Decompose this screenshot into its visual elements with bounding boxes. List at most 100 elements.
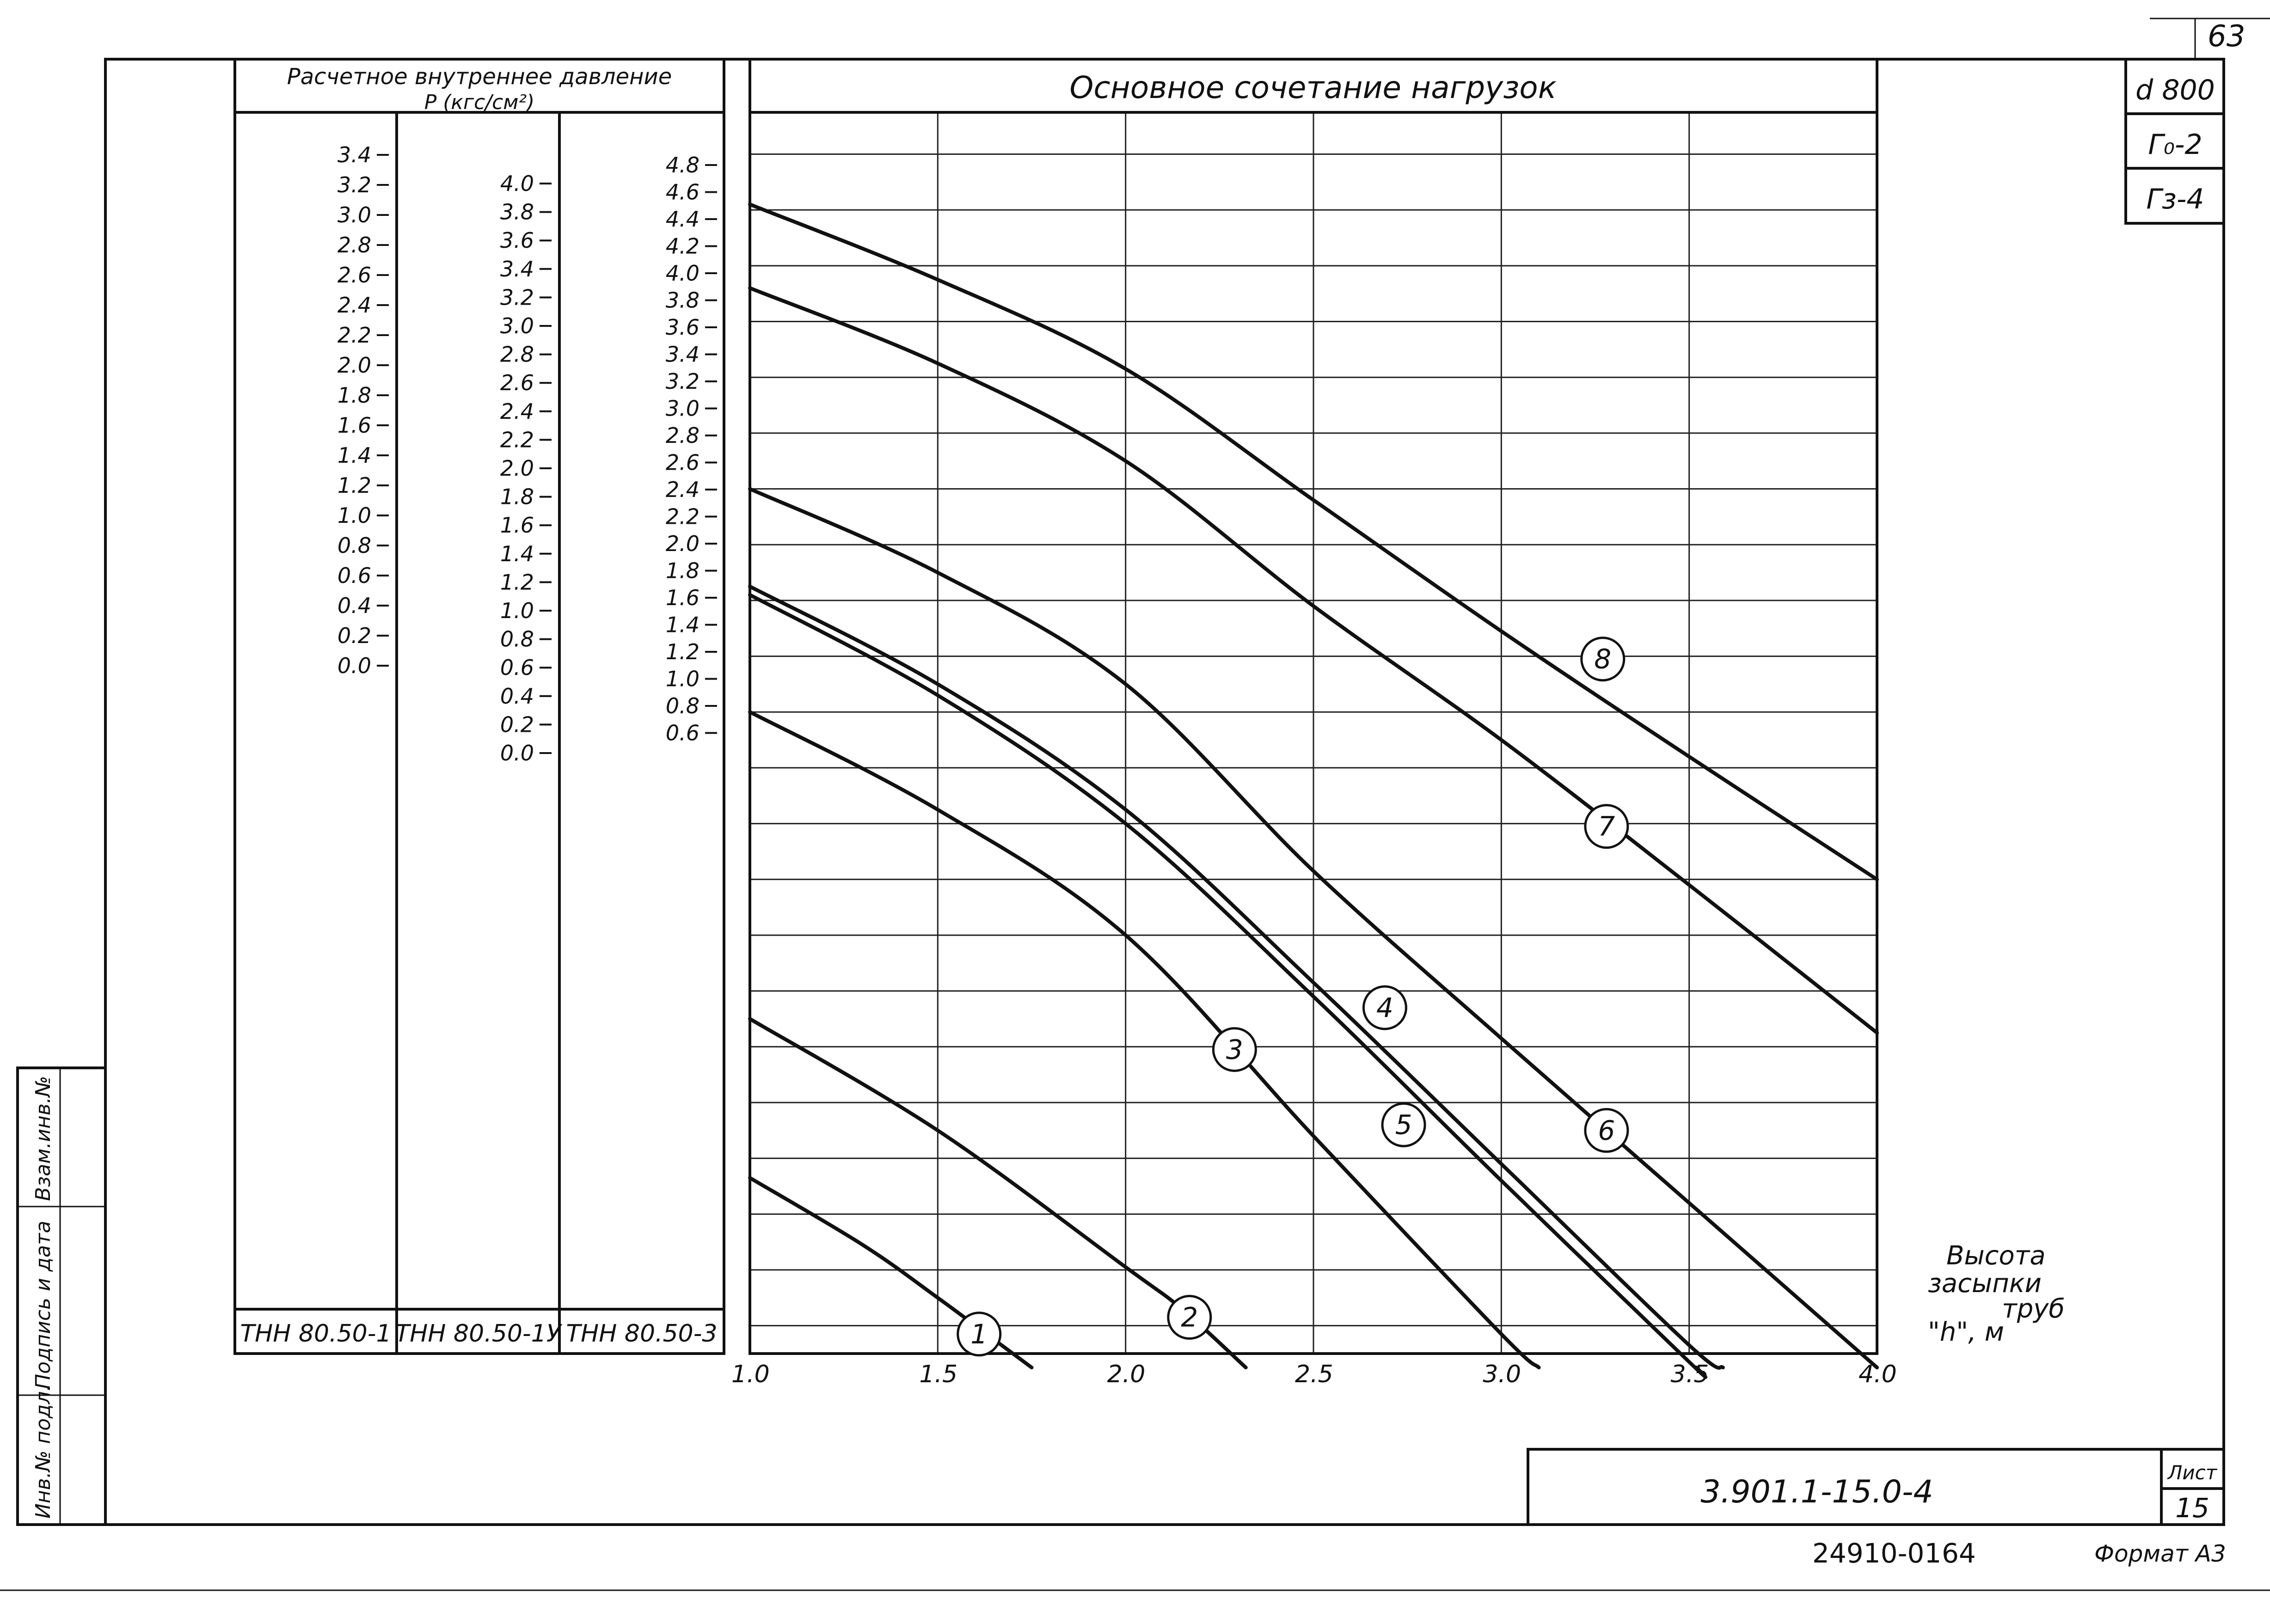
series-curve-5 (748, 593, 1707, 1379)
x-tick-label: 3.0 (1483, 1360, 1521, 1388)
pressure-tick-label: 1.4 (500, 541, 534, 566)
pressure-scale-column-3: 4.84.64.44.24.03.83.63.43.23.02.82.62.42… (666, 153, 717, 746)
pressure-tick-label: 3.2 (337, 172, 371, 197)
pressure-tick-label: 0.0 (500, 741, 534, 766)
x-tick-label: 1.5 (919, 1360, 957, 1388)
pressure-tick-label: 2.2 (666, 504, 699, 529)
series-marker-2 (1167, 1295, 1212, 1340)
pressure-column-name-1: ТНН 80.50-1 (240, 1320, 391, 1348)
pressure-tick-label: 0.8 (666, 693, 699, 718)
drawing-code: 3.901.1-15.0-4 (1700, 1474, 1933, 1510)
x-axis-label-line-4: "h", м (1928, 1317, 2004, 1347)
plot-area (748, 111, 1878, 1355)
series-label-1: 1 (970, 1318, 988, 1350)
x-axis-label-line-3: труб (2002, 1294, 2065, 1324)
pressure-tick-label: 0.8 (500, 627, 534, 652)
pressure-scale-column-1: 3.4 3.2 3.0 2.8 2.6 2.4 2.2 2.0 1.8 1.6 1.4 1.2 1.0 0… (337, 142, 389, 678)
pressure-tick-label: 3.2 (666, 369, 699, 394)
pressure-tick-label: 0.0 (337, 653, 371, 678)
series-label-4: 4 (1376, 992, 1393, 1023)
pressure-tick-label: 1.8 (666, 558, 699, 583)
x-tick-label: 4.0 (1859, 1360, 1897, 1388)
pressure-tick-label: 4.0 (666, 261, 699, 286)
pressure-header-line1: Расчетное внутреннее давление (287, 64, 672, 90)
title-block: 3.901.1-15.0-4 Лист 15 (1527, 1448, 2225, 1526)
pressure-tick-label: 1.2 (337, 473, 371, 498)
pressure-tick-label: 2.4 (337, 293, 371, 318)
chart-grid (750, 112, 1877, 1354)
pressure-scale-column-2: 4.0 3.8 3.6 3.4 3.2 3.0 2.8 2.6 2.4 2.2 2.0 1.8 1.6 1… (500, 171, 552, 766)
pressure-tick-label: 0.4 (337, 593, 371, 618)
pressure-tick-label: 4.6 (666, 180, 699, 205)
pressure-tick-label: 2.6 (337, 263, 371, 288)
pressure-tick-label: 1.8 (337, 383, 371, 408)
side-strip: Инв.№ подл. Подпись и дата Взам.инв.№ (16, 1066, 107, 1526)
pressure-tick-label: 2.8 (500, 342, 534, 367)
pressure-tick-label: 0.6 (337, 563, 371, 588)
pressure-tick-label: 3.4 (500, 257, 534, 282)
pressure-table: Расчетное внутреннее давление P (кгс/см²… (233, 58, 725, 1355)
stamp-ground-type: Г₀-2 (2148, 129, 2202, 161)
x-tick-label: 2.0 (1107, 1360, 1146, 1388)
pressure-header-line2: P (кгс/см²) (424, 91, 535, 114)
pressure-tick-label: 2.6 (666, 450, 699, 475)
series-marker-3 (1212, 1027, 1257, 1072)
series-curve-1 (748, 1176, 1034, 1370)
series-marker-7 (1584, 804, 1629, 849)
pressure-tick-label: 2.8 (666, 423, 699, 448)
series-marker-5 (1381, 1102, 1426, 1147)
pressure-tick-label: 1.0 (500, 598, 534, 623)
series-curve-3 (748, 710, 1541, 1370)
inventory-code: 24910-01 (1812, 1538, 1941, 1569)
side-label-replacement: Взам.инв.№ (31, 1076, 55, 1201)
pressure-tick-label: 3.0 (500, 313, 534, 338)
pressure-column-name-2: ТНН 80.50-1У (395, 1320, 563, 1348)
pressure-tick-label: 2.0 (337, 353, 371, 378)
stamp-diameter: d 800 (2135, 74, 2215, 106)
pressure-tick-label: 2.2 (337, 323, 371, 348)
x-tick-label: 1.0 (731, 1360, 770, 1388)
pressure-tick-label: 2.0 (666, 531, 699, 556)
format-label: Формат А3 (2094, 1540, 2226, 1567)
series-label-2: 2 (1181, 1302, 1198, 1333)
series-label-5: 5 (1395, 1109, 1412, 1140)
pressure-tick-label: 3.2 (500, 285, 534, 310)
x-tick-label: 2.5 (1295, 1360, 1333, 1388)
pressure-tick-label: 0.8 (337, 533, 371, 558)
pressure-tick-label: 3.6 (500, 228, 534, 253)
pressure-tick-label: 0.2 (337, 623, 371, 648)
side-label-inventory: Инв.№ подл. (31, 1385, 55, 1519)
series-marker-6 (1584, 1108, 1629, 1153)
pressure-tick-label: 3.8 (666, 288, 699, 313)
pressure-tick-label: 3.8 (500, 200, 534, 225)
pressure-tick-label: 1.8 (500, 484, 534, 509)
series-marker-1 (957, 1311, 1002, 1357)
pressure-tick-label: 1.0 (337, 503, 371, 528)
pressure-tick-label: 4.8 (666, 153, 699, 178)
pressure-tick-label: 2.0 (500, 456, 534, 481)
chart-title: Основное сочетание нагрузок (1069, 70, 1556, 105)
pressure-tick-label: 1.6 (666, 585, 699, 610)
pressure-tick-label: 1.6 (500, 513, 534, 538)
corner-number: 63 (2208, 19, 2245, 54)
pressure-tick-label: 0.6 (666, 721, 699, 746)
pressure-tick-label: 3.6 (666, 315, 699, 340)
pressure-tick-label: 0.4 (500, 684, 534, 709)
pressure-tick-label: 2.4 (500, 399, 534, 424)
stamp-backfill-type: Гз-4 (2146, 183, 2204, 215)
series-label-6: 6 (1598, 1115, 1615, 1146)
x-axis-label-line-1: Высота (1946, 1241, 2046, 1271)
series-labels: 1 2 3 4 5 6 7 8 (957, 637, 1629, 1357)
pressure-tick-label: 3.4 (666, 342, 699, 367)
series-curve-4 (748, 584, 1725, 1370)
series-marker-4 (1362, 985, 1407, 1030)
pressure-tick-label: 4.2 (666, 234, 699, 259)
sheet-number: 15 (2175, 1492, 2209, 1524)
pressure-tick-label: 1.4 (666, 613, 699, 637)
pressure-tick-label: 2.6 (500, 370, 534, 395)
pressure-tick-label: 1.0 (666, 667, 699, 692)
pressure-tick-label: 3.4 (337, 142, 371, 167)
side-label-signature: Подпись и дата (31, 1221, 55, 1389)
series-label-7: 7 (1598, 811, 1615, 842)
